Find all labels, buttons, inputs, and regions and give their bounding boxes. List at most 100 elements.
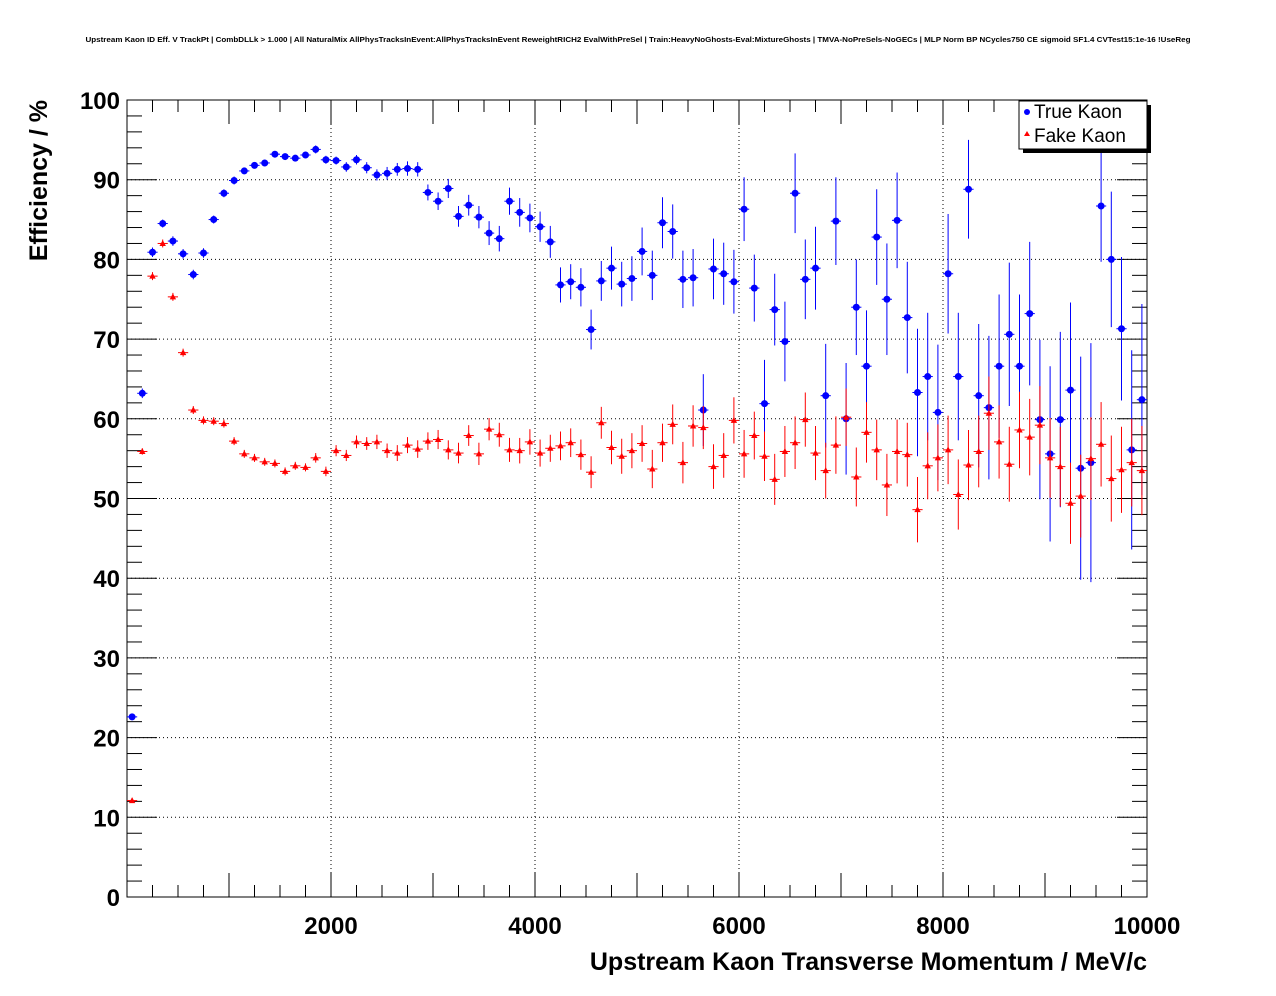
data-point xyxy=(220,420,228,427)
data-point xyxy=(1067,386,1074,394)
data-point xyxy=(1016,426,1023,433)
data-point xyxy=(812,449,819,456)
data-point xyxy=(128,797,136,804)
data-point xyxy=(1097,202,1105,210)
data-point xyxy=(618,280,626,288)
data-point xyxy=(618,452,625,459)
data-point xyxy=(434,197,442,205)
data-point xyxy=(771,475,778,482)
data-point xyxy=(485,425,493,432)
data-point xyxy=(720,270,728,278)
data-point xyxy=(852,303,860,311)
data-point xyxy=(689,274,697,282)
data-point xyxy=(363,164,371,172)
data-point xyxy=(322,467,330,474)
data-point xyxy=(567,278,575,286)
data-point xyxy=(914,388,921,396)
data-point xyxy=(873,233,881,241)
data-point xyxy=(710,265,717,273)
data-point xyxy=(995,362,1003,370)
grid xyxy=(127,100,1147,897)
data-point xyxy=(475,450,483,457)
data-point xyxy=(557,442,564,449)
data-point xyxy=(271,150,279,158)
data-point xyxy=(751,432,758,439)
data-point xyxy=(700,424,707,431)
data-point xyxy=(495,235,503,243)
data-point xyxy=(465,201,473,209)
data-point xyxy=(944,270,952,278)
data-point xyxy=(169,293,177,300)
data-point xyxy=(608,264,615,272)
data-point xyxy=(353,156,360,164)
data-point xyxy=(781,337,789,345)
data-point xyxy=(281,467,289,474)
data-point xyxy=(985,409,993,416)
data-point xyxy=(159,220,167,228)
data-point xyxy=(740,450,748,457)
y-tick-label: 90 xyxy=(93,168,120,195)
data-point xyxy=(383,447,391,454)
data-point xyxy=(965,185,972,193)
data-point xyxy=(1097,440,1105,447)
data-point xyxy=(363,440,370,447)
y-axis-title: Efficiency / % xyxy=(25,100,53,261)
data-point xyxy=(628,447,636,454)
y-tick-label: 70 xyxy=(93,327,120,354)
data-point xyxy=(1016,362,1023,370)
data-point xyxy=(1108,475,1115,482)
data-point xyxy=(761,452,768,459)
data-point xyxy=(1118,325,1125,333)
data-point xyxy=(893,216,901,224)
data-point xyxy=(312,454,319,461)
data-point xyxy=(863,428,870,435)
data-point xyxy=(975,392,983,400)
x-tick-label: 4000 xyxy=(508,913,561,940)
y-tick-label: 20 xyxy=(93,726,120,753)
data-point xyxy=(414,165,422,173)
data-point xyxy=(567,439,574,446)
data-point xyxy=(445,446,452,453)
data-point xyxy=(179,250,187,258)
data-point xyxy=(638,247,646,255)
data-series xyxy=(127,139,1147,804)
data-point xyxy=(496,431,503,438)
y-tick-label: 100 xyxy=(80,88,120,115)
data-point xyxy=(710,463,717,470)
data-point xyxy=(659,219,666,227)
data-point xyxy=(853,473,860,480)
series-fake-kaon xyxy=(127,239,1147,804)
data-point xyxy=(934,454,942,461)
data-point xyxy=(924,462,931,469)
data-point xyxy=(536,449,544,456)
data-point xyxy=(975,447,982,454)
data-point xyxy=(577,283,585,291)
data-point xyxy=(1006,460,1013,467)
x-axis-title: Upstream Kaon Transverse Momentum / MeV/… xyxy=(590,948,1147,976)
data-point xyxy=(149,248,156,256)
data-point xyxy=(332,157,340,165)
data-point xyxy=(241,450,248,457)
data-point xyxy=(812,264,819,272)
data-point xyxy=(669,420,676,427)
data-point xyxy=(281,153,289,161)
data-point xyxy=(302,463,309,470)
data-point xyxy=(200,249,207,257)
legend-label-fake-kaon: Fake Kaon xyxy=(1034,126,1126,147)
data-point xyxy=(149,272,156,279)
data-point xyxy=(424,437,432,444)
data-point xyxy=(822,392,830,400)
data-point xyxy=(577,451,585,458)
data-point xyxy=(598,419,605,426)
data-point xyxy=(159,239,166,246)
data-point xyxy=(251,161,258,169)
legend-marker-fake-kaon xyxy=(1024,131,1030,136)
legend: True Kaon Fake Kaon xyxy=(1018,100,1151,153)
data-point xyxy=(750,284,758,292)
data-point xyxy=(842,413,850,420)
data-point xyxy=(832,441,840,448)
data-point xyxy=(1026,310,1034,318)
data-point xyxy=(444,184,452,192)
data-point xyxy=(210,417,217,424)
